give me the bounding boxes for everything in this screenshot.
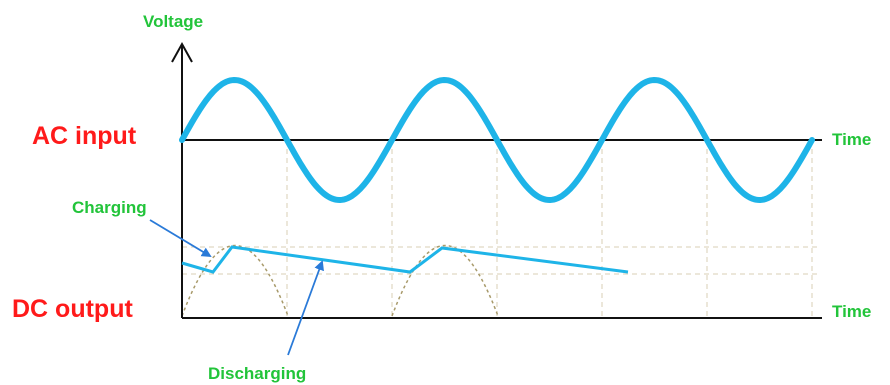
rectified-dc-dotted-curve: [181, 244, 499, 317]
discharging-label: Discharging: [208, 364, 307, 383]
charging-arrow: [149, 219, 212, 258]
discharging-arrow: [287, 260, 324, 356]
dc-output-label: DC output: [12, 295, 133, 323]
dc-ripple-wave: [181, 245, 629, 274]
voltage-axis-label: Voltage: [143, 12, 204, 31]
ac-input-label: AC input: [32, 122, 137, 150]
dc-time-axis-label: Time: [832, 302, 872, 321]
vertical-guide-lines: [286, 140, 813, 318]
voltage-axis-arrow-icon: [171, 41, 193, 63]
ac-sine-wave: [179, 77, 815, 203]
ac-time-axis-label: Time: [832, 130, 872, 149]
charging-label: Charging: [72, 198, 147, 217]
horizontal-guide-lines: [182, 246, 820, 275]
